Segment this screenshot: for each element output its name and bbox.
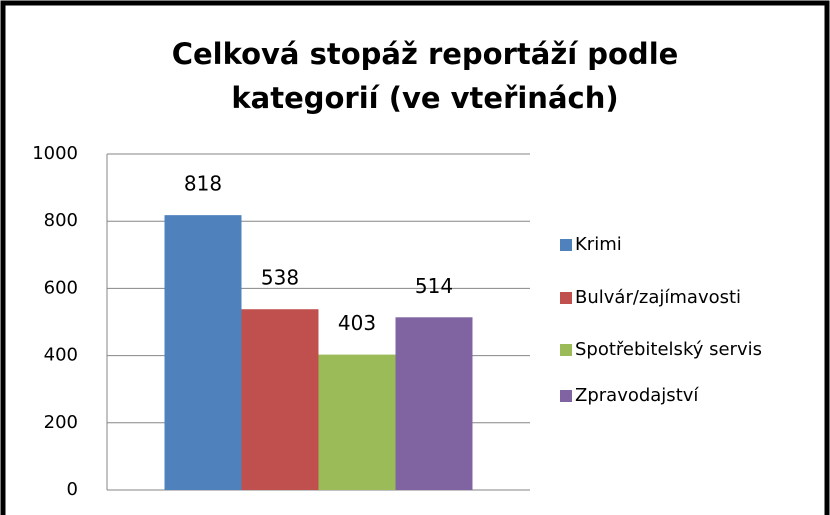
y-tick-label: 1000 <box>32 143 78 164</box>
data-label: 514 <box>415 274 453 298</box>
bar <box>241 309 319 490</box>
data-label: 538 <box>261 266 299 290</box>
legend-label: Spotřebitelský servis <box>575 339 762 360</box>
data-label: 403 <box>338 311 376 335</box>
bar <box>395 317 473 490</box>
legend-swatch <box>560 344 572 356</box>
data-label: 818 <box>184 172 222 196</box>
y-tick-label: 600 <box>44 277 78 298</box>
y-tick-label: 800 <box>44 210 78 231</box>
y-tick-label: 200 <box>44 412 78 433</box>
legend-swatch <box>560 292 572 304</box>
bar <box>164 215 242 491</box>
legend-swatch <box>560 390 572 402</box>
legend-label: Bulvár/zajímavosti <box>575 287 741 308</box>
legend-label: Zpravodajství <box>575 385 699 406</box>
chart-title: Celková stopáž reportáží podle kategorií… <box>171 37 679 115</box>
bar <box>318 354 396 490</box>
legend-swatch <box>560 239 572 251</box>
y-tick-label: 400 <box>44 345 78 366</box>
legend-label: Krimi <box>575 234 622 255</box>
y-tick-label: 0 <box>67 479 78 500</box>
